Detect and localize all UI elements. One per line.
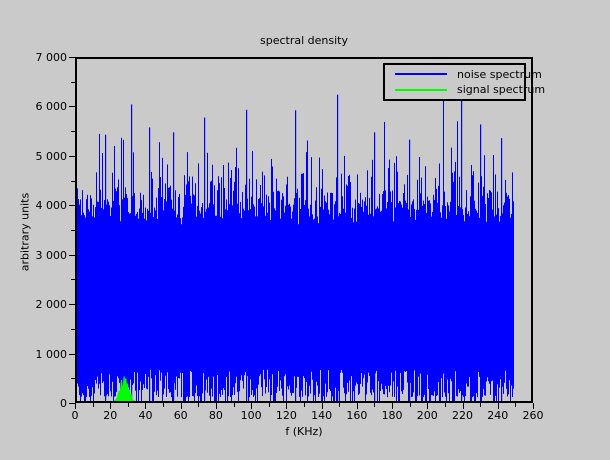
x-tick-label: 100 <box>240 409 262 422</box>
x-minor-tick <box>480 403 482 407</box>
x-major-tick <box>145 403 147 409</box>
y-tick-label: 3 000 <box>35 248 68 262</box>
x-tick-label: 120 <box>275 409 297 422</box>
x-minor-tick <box>233 403 235 407</box>
x-major-tick <box>321 403 323 409</box>
x-major-tick <box>497 403 499 409</box>
x-major-tick <box>462 403 464 409</box>
x-major-tick <box>533 403 534 409</box>
y-major-tick <box>69 57 75 58</box>
signal-area <box>113 376 135 401</box>
y-major-tick <box>69 403 75 404</box>
y-minor-tick <box>71 378 75 380</box>
x-minor-tick <box>92 403 94 407</box>
x-major-tick <box>251 403 253 409</box>
signal-line-swatch <box>395 88 447 91</box>
y-major-tick <box>69 254 75 256</box>
noise-line-swatch <box>395 73 447 76</box>
chart-title: spectral density <box>260 34 348 47</box>
y-major-tick <box>69 304 75 306</box>
plot-canvas <box>77 92 514 401</box>
x-minor-tick <box>198 403 200 407</box>
y-minor-tick <box>71 328 75 330</box>
y-tick-label: 5 000 <box>35 149 68 163</box>
legend-label-noise: noise spectrum <box>457 67 542 81</box>
x-major-tick <box>75 403 76 409</box>
y-minor-tick <box>71 279 75 281</box>
x-major-tick <box>427 403 429 409</box>
x-tick-label: 60 <box>173 409 188 422</box>
x-major-tick <box>215 403 217 409</box>
y-tick-label: 0 <box>60 397 67 410</box>
y-tick-label: 4 000 <box>35 199 68 213</box>
y-minor-tick <box>71 180 75 182</box>
x-minor-tick <box>339 403 341 407</box>
x-major-tick <box>392 403 394 409</box>
noise-columns <box>77 92 514 401</box>
x-minor-tick <box>268 403 270 407</box>
x-tick-label: 200 <box>416 409 438 422</box>
x-axis-title: f (KHz) <box>285 425 323 438</box>
x-minor-tick <box>304 403 305 407</box>
x-minor-tick <box>515 403 517 407</box>
x-major-tick <box>286 403 288 409</box>
y-minor-tick <box>71 230 75 231</box>
legend-entry-signal: signal spectrum <box>385 83 545 96</box>
x-major-tick <box>180 403 182 409</box>
x-tick-label: 180 <box>381 409 403 422</box>
x-tick-label: 80 <box>208 409 223 422</box>
y-tick-label: 1 000 <box>35 347 68 361</box>
y-tick-label: 2 000 <box>35 298 68 312</box>
legend-entry-noise: noise spectrum <box>385 68 542 81</box>
x-minor-tick <box>374 403 376 407</box>
x-tick-label: 140 <box>311 409 333 422</box>
y-major-tick <box>69 155 75 157</box>
x-tick-label: 220 <box>452 409 474 422</box>
x-tick-label: 40 <box>138 409 153 422</box>
y-tick-label: 6 000 <box>35 100 68 114</box>
x-minor-tick <box>409 403 411 407</box>
legend: noise spectrum signal spectrum <box>383 63 545 101</box>
x-major-tick <box>110 403 112 409</box>
y-major-tick <box>69 353 75 355</box>
y-minor-tick <box>71 81 75 83</box>
x-minor-tick <box>163 403 165 407</box>
y-tick-label: 7 000 <box>35 51 68 64</box>
x-tick-label: 240 <box>487 409 509 422</box>
x-minor-tick <box>444 403 446 407</box>
x-tick-label: 160 <box>346 409 368 422</box>
x-tick-label: 0 <box>71 409 79 422</box>
x-tick-label: 20 <box>103 409 118 422</box>
y-major-tick <box>69 106 75 108</box>
x-major-tick <box>356 403 358 409</box>
x-tick-label: 260 <box>522 409 544 422</box>
legend-label-signal: signal spectrum <box>457 83 546 97</box>
y-minor-tick <box>71 131 75 133</box>
plot-area: noise spectrum signal spectrum <box>75 57 545 403</box>
y-major-tick <box>69 205 75 207</box>
x-minor-tick <box>127 403 129 407</box>
